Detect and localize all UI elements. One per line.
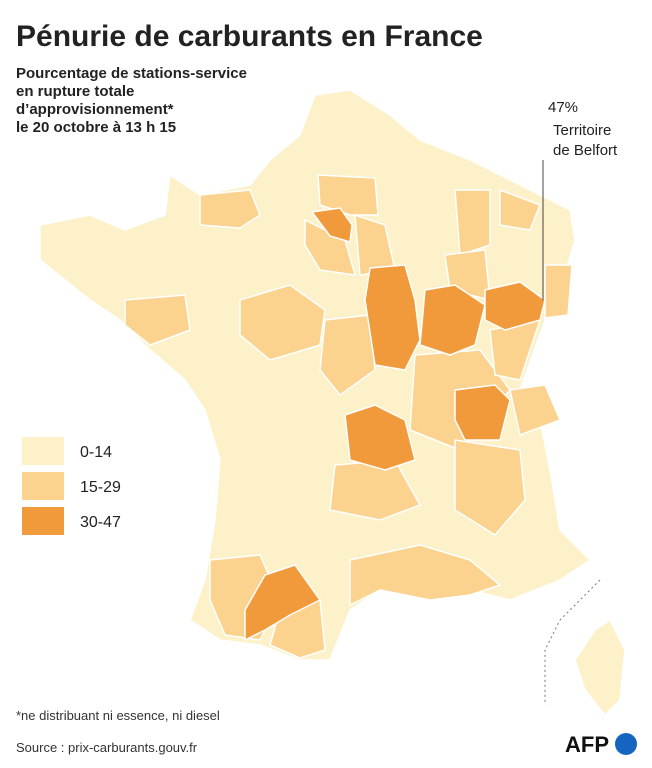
department bbox=[317, 174, 379, 216]
title: Pénurie de carburants en France bbox=[16, 20, 483, 53]
department bbox=[509, 384, 561, 436]
subtitle-line: d’approvisionnement* bbox=[16, 101, 174, 118]
legend: 0-14 15-29 30-47 bbox=[22, 437, 121, 535]
department bbox=[454, 439, 526, 536]
department bbox=[454, 384, 511, 441]
logo-dot bbox=[615, 733, 637, 755]
subtitle-line: en rupture totale bbox=[16, 83, 134, 100]
map bbox=[39, 89, 626, 716]
france bbox=[39, 89, 591, 661]
annotation-label: de Belfort bbox=[553, 142, 618, 159]
department bbox=[319, 314, 376, 396]
footnote: *ne distribuant ni essence, ni diesel bbox=[16, 708, 220, 723]
source: Source : prix-carburants.gouv.fr bbox=[16, 740, 198, 755]
legend-swatch bbox=[22, 472, 64, 500]
annotation-value: 47% bbox=[548, 99, 578, 116]
department bbox=[124, 294, 191, 346]
department bbox=[344, 404, 416, 471]
department bbox=[199, 189, 261, 229]
department bbox=[419, 284, 486, 356]
subtitle-line: Pourcentage de stations-service bbox=[16, 65, 247, 82]
logo: AFP bbox=[565, 732, 609, 757]
department bbox=[484, 281, 546, 331]
legend-label: 30-47 bbox=[80, 514, 121, 531]
legend-label: 15-29 bbox=[80, 479, 121, 496]
legend-swatch bbox=[22, 437, 64, 465]
department bbox=[499, 189, 541, 231]
legend-label: 0-14 bbox=[80, 444, 112, 461]
legend-swatch bbox=[22, 507, 64, 535]
department bbox=[349, 544, 501, 606]
department bbox=[311, 207, 353, 243]
department bbox=[239, 284, 326, 361]
department bbox=[364, 264, 421, 371]
subtitle-line: le 20 octobre à 13 h 15 bbox=[16, 119, 176, 136]
department bbox=[544, 264, 573, 319]
department bbox=[454, 189, 491, 256]
annotation-label: Territoire bbox=[553, 122, 611, 139]
department bbox=[244, 564, 321, 641]
corsica bbox=[574, 619, 626, 716]
